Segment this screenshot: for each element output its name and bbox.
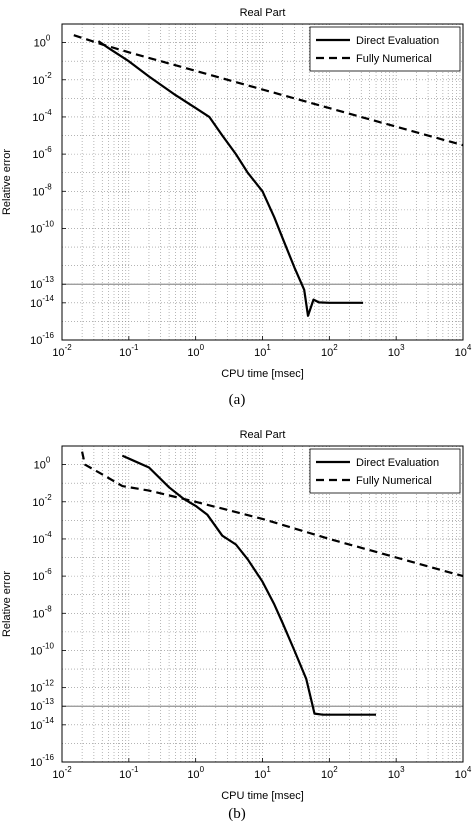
legend-box [309,26,461,72]
series-line-direct-evaluation [97,40,364,317]
y-tick-label: 100 [34,456,51,472]
y-tick-label: 10-12 [30,679,54,695]
x-tick-label: 103 [388,343,405,359]
y-tick-label: 100 [34,34,51,50]
legend-box [309,448,461,494]
chart-title: Real Part [240,429,286,441]
y-tick-label: 10-4 [32,530,52,546]
grid [62,446,463,762]
y-tick-label: 10-6 [32,567,52,583]
x-tick-label: 100 [187,343,204,359]
y-tick-label: 10-13 [30,697,54,713]
x-axis-label: CPU time [msec] [221,368,304,380]
x-tick-label: 103 [388,765,405,781]
chart-title: Real Part [240,7,286,19]
grid [62,24,463,340]
chart-panel-a: Real Part 10-2 10-1 100 101 102 103 104 100 10-2 1… [1,7,472,408]
legend: Direct Evaluation Fully Numerical [309,448,461,494]
x-tick-label: 102 [321,765,338,781]
legend-label: Fully Numerical [356,475,432,487]
y-tick-label: 10-4 [32,108,52,124]
x-tick-label: 10-2 [52,343,72,359]
x-tick-label: 10-2 [52,765,72,781]
x-tick-label: 100 [187,765,204,781]
x-tick-label: 104 [455,343,472,359]
y-tick-label: 10-16 [30,753,54,769]
series-line-fully-numerical [81,451,464,578]
y-tick-label: 10-2 [32,71,52,87]
caption-a: (a) [228,392,246,408]
y-tick-label: 10-10 [30,219,54,235]
x-tick-label: 101 [254,765,271,781]
y-tick-label: 10-8 [32,604,52,620]
y-tick-label: 10-2 [32,493,52,509]
y-axis-label: Relative error [1,571,13,637]
x-axis-label: CPU time [msec] [221,790,304,802]
y-tick-label: 10-14 [30,716,54,732]
legend-label: Direct Evaluation [356,35,439,47]
legend: Direct Evaluation Fully Numerical [309,26,461,72]
legend-label: Fully Numerical [356,53,432,65]
y-tick-label: 10-16 [30,331,54,347]
x-tick-label: 104 [455,765,472,781]
chart-panel-b: Real Part 10-2 10-1 100 101 102 103 104 100 10-2 1… [0,416,474,832]
series-line-fully-numerical [73,34,464,147]
x-tick-label: 10-1 [119,765,139,781]
legend-label: Direct Evaluation [356,457,439,469]
y-axis-label: Relative error [1,149,13,215]
y-tick-label: 10-10 [30,641,54,657]
y-tick-label: 10-13 [30,275,54,291]
y-tick-label: 10-14 [30,294,54,310]
x-tick-label: 10-1 [119,343,139,359]
y-tick-label: 10-8 [32,182,52,198]
x-tick-label: 101 [254,343,271,359]
caption-b: (b) [228,806,246,822]
y-tick-label: 10-6 [32,145,52,161]
x-tick-label: 102 [321,343,338,359]
axes-frame [61,23,464,341]
